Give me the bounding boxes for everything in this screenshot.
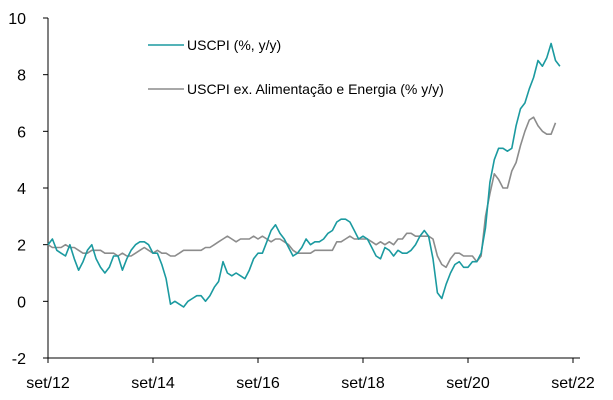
y-tick-label: 8 <box>17 68 26 85</box>
legend-label: USCPI ex. Alimentação e Energia (% y/y) <box>187 81 444 97</box>
x-tick-label: set/12 <box>26 375 70 392</box>
y-tick-label: 6 <box>17 124 26 141</box>
x-tick-label: set/16 <box>236 375 280 392</box>
legend-label: USCPI (%, y/y) <box>187 37 281 53</box>
y-tick-label: -2 <box>12 351 26 368</box>
y-tick-label: 4 <box>17 181 26 198</box>
x-tick-label: set/14 <box>131 375 175 392</box>
y-tick-label: 10 <box>8 11 26 28</box>
series-line-uscpi <box>47 42 561 308</box>
legend: USCPI (%, y/y) USCPI ex. Alimentação e En… <box>148 37 444 97</box>
x-ticks: set/12 set/14 set/16 set/18 set/20 set/22 <box>26 358 595 392</box>
y-ticks: 10 8 6 4 2 0 -2 <box>8 11 48 368</box>
axes <box>47 18 580 359</box>
y-tick-label: 2 <box>17 238 26 255</box>
y-tick-label: 0 <box>17 294 26 311</box>
x-tick-label: set/20 <box>446 375 490 392</box>
x-tick-label: set/18 <box>341 375 385 392</box>
series-line-uscpi-core <box>47 116 557 269</box>
x-tick-label: set/22 <box>551 375 595 392</box>
series-layer <box>47 42 561 308</box>
